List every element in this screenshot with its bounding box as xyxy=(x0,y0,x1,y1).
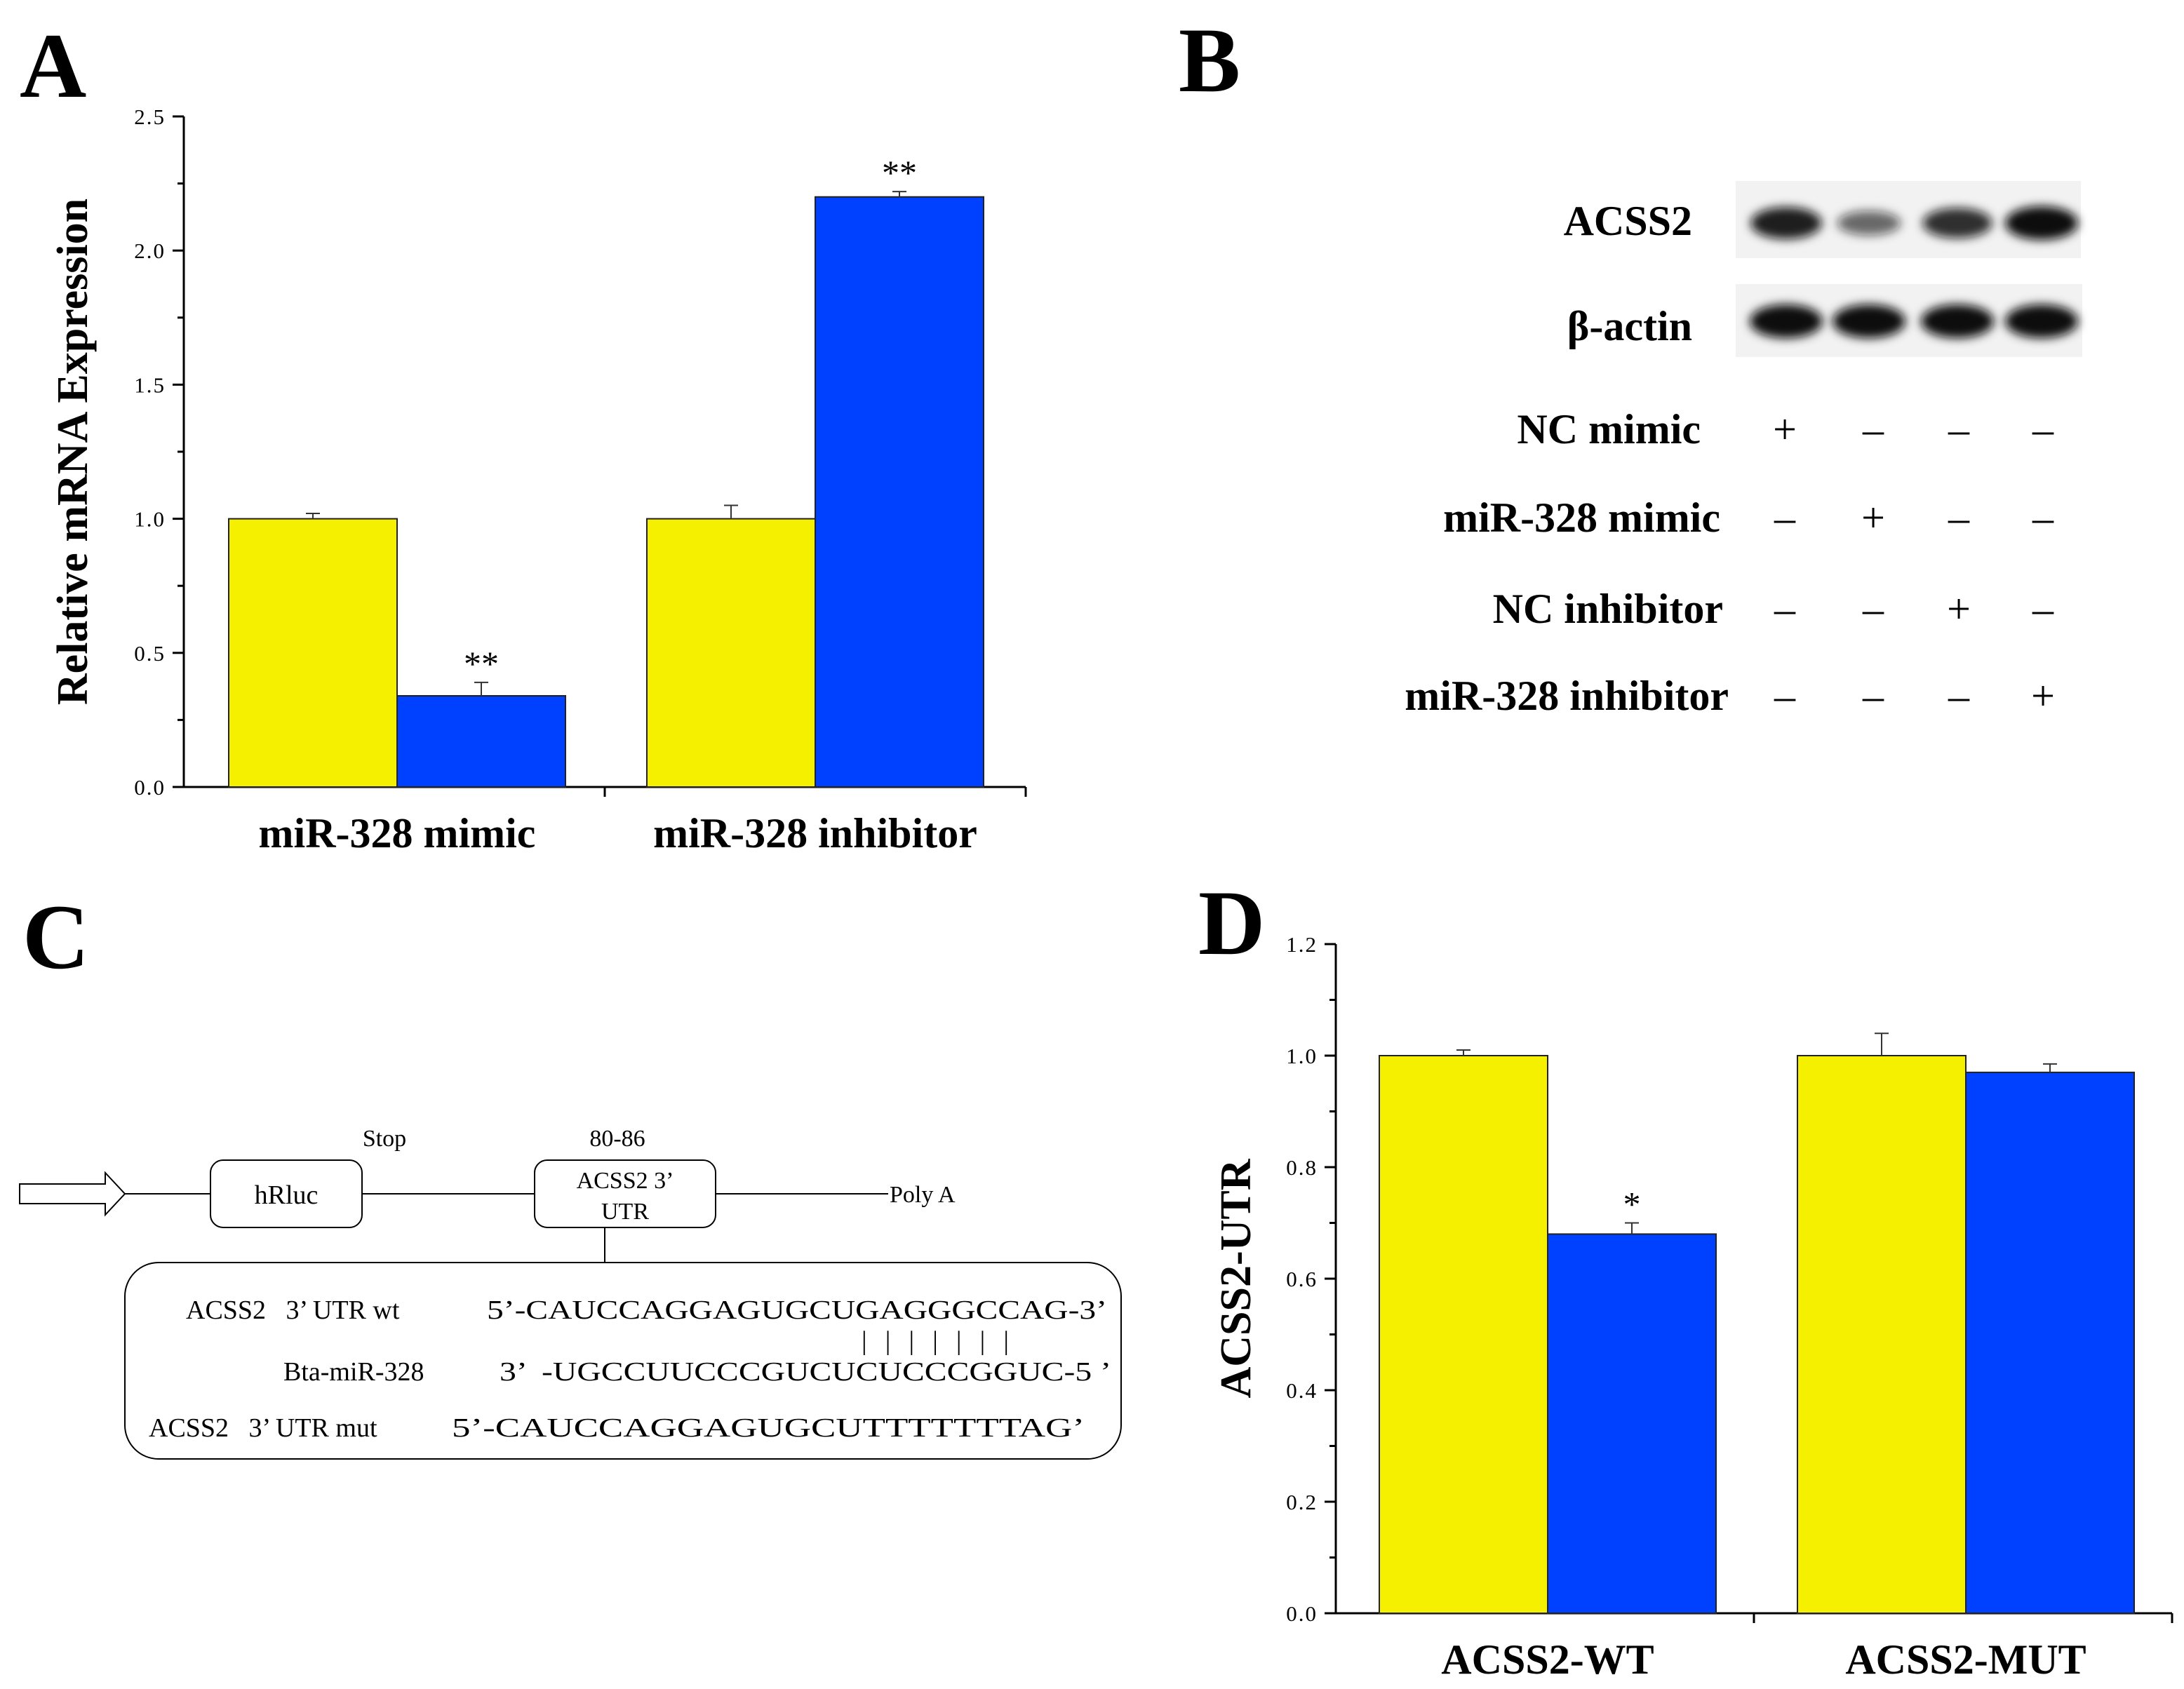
chart-a: 0.0 0.5 1.0 1.5 2.0 2.5 miR-328 mimic miR-328 i… xyxy=(49,105,1027,856)
blot-band xyxy=(1837,210,1901,236)
mut-label: ACSS2 3’ UTR mut xyxy=(149,1413,377,1443)
condition-sign: + xyxy=(1861,494,1885,541)
pairing-lines: | | | | | | | xyxy=(862,1326,1009,1356)
site-position-label: 80-86 xyxy=(589,1126,645,1152)
chart-d: 0.0 0.2 0.4 0.6 0.8 1.0 1.2 ACSS2-WT ACSS2-MUT * A… xyxy=(1212,932,2173,1683)
hrluc-label: hRluc xyxy=(255,1180,319,1210)
condition-sign: – xyxy=(2032,406,2054,452)
bar xyxy=(1797,1055,1967,1614)
significance-marker: ** xyxy=(882,153,917,192)
condition-label: miR-328 mimic xyxy=(1443,494,1720,541)
panel-letter-d: D xyxy=(1198,871,1265,974)
condition-sign: – xyxy=(2032,494,2054,541)
y-tick-label: 0.2 xyxy=(1286,1490,1318,1514)
y-tick-label: 0.5 xyxy=(134,641,166,666)
bar xyxy=(228,518,398,788)
y-tick-label: 0.4 xyxy=(1286,1378,1318,1403)
condition-sign: + xyxy=(1947,586,1971,632)
y-tick-label: 0.0 xyxy=(1286,1601,1318,1626)
y-tick-label: 2.5 xyxy=(134,105,166,129)
construct-diagram: hRluc Stop 80-86 ACSS2 3’ UTR Poly A ACS… xyxy=(19,1126,1122,1460)
blot-label-actin: β-actin xyxy=(1567,303,1692,349)
polya-label: Poly A xyxy=(890,1182,956,1208)
mir-label: Bta-miR-328 xyxy=(283,1357,424,1387)
blot-label-acss2: ACSS2 xyxy=(1564,198,1692,244)
category-label: ACSS2-MUT xyxy=(1845,1636,2086,1683)
bar xyxy=(396,694,566,788)
category-label: ACSS2-WT xyxy=(1441,1636,1654,1683)
wt-label: ACSS2 3’ UTR wt xyxy=(186,1296,400,1325)
condition-label: NC mimic xyxy=(1517,406,1701,452)
y-tick-label: 1.0 xyxy=(134,507,166,532)
y-tick-label: 2.0 xyxy=(134,238,166,263)
bar xyxy=(1547,1233,1717,1614)
condition-sign: – xyxy=(1948,673,1970,719)
blot-band xyxy=(2005,206,2078,240)
significance-marker: ** xyxy=(464,644,499,683)
condition-sign: – xyxy=(1948,406,1970,452)
western-blot: ACSS2 β-actin NC mimic + – – – miR-328 mimic –… xyxy=(1405,181,2082,719)
bar xyxy=(815,196,984,788)
panel-letter-c: C xyxy=(22,885,89,988)
mir-sequence: 3’ -UGCCUUCCCGUCUCUCCCGGUC-5 ’ xyxy=(500,1357,1111,1387)
mut-sequence: 5’-CAUCCAGGAGUGCUTTTTTTTAG’ xyxy=(452,1413,1085,1443)
condition-sign: – xyxy=(1774,494,1796,541)
category-label: miR-328 inhibitor xyxy=(653,810,977,856)
blot-band xyxy=(2005,304,2078,338)
condition-sign: – xyxy=(1862,586,1884,632)
stop-label: Stop xyxy=(363,1126,406,1152)
sequence-box xyxy=(124,1262,1122,1460)
bar xyxy=(1965,1071,2135,1614)
blot-band xyxy=(1833,304,1905,338)
y-axis-title: Relative mRNA Expression xyxy=(49,198,97,705)
y-tick-label: 0.0 xyxy=(134,775,166,800)
blot-bands xyxy=(1750,206,2078,338)
y-tick-label: 0.6 xyxy=(1286,1267,1318,1291)
condition-sign: – xyxy=(2032,586,2054,632)
utr-label-line1: ACSS2 3’ xyxy=(577,1168,674,1194)
panel-letter-b: B xyxy=(1179,8,1240,112)
wt-sequence: 5’-CAUCCAGGAGUGCUGAGGGCCAG-3’ xyxy=(487,1296,1107,1325)
utr-label-line2: UTR xyxy=(601,1199,649,1225)
condition-sign: – xyxy=(1862,406,1884,452)
bar xyxy=(646,518,816,788)
condition-sign: – xyxy=(1774,673,1796,719)
y-tick-label: 1.5 xyxy=(134,372,166,397)
y-tick-label: 1.0 xyxy=(1286,1044,1318,1068)
condition-sign: – xyxy=(1862,673,1884,719)
condition-sign: – xyxy=(1774,586,1796,632)
condition-sign: – xyxy=(1948,494,1970,541)
y-axis-title: ACSS2-UTR xyxy=(1212,1158,1260,1398)
blot-conditions: NC mimic + – – – miR-328 mimic – + – – NC inhibito… xyxy=(1405,406,2055,719)
condition-sign: + xyxy=(2031,673,2055,719)
promoter-arrow xyxy=(19,1171,126,1217)
condition-sign: + xyxy=(1773,406,1797,452)
blot-band xyxy=(1921,304,1994,338)
blot-band xyxy=(1922,208,1992,238)
y-tick-label: 1.2 xyxy=(1286,932,1318,957)
condition-label: NC inhibitor xyxy=(1493,586,1723,632)
category-label: miR-328 mimic xyxy=(259,810,536,856)
condition-label: miR-328 inhibitor xyxy=(1405,673,1729,719)
bar xyxy=(1379,1055,1548,1614)
significance-marker: * xyxy=(1623,1185,1641,1224)
y-tick-label: 0.8 xyxy=(1286,1155,1318,1180)
blot-band xyxy=(1750,304,1823,338)
panel-letter-a: A xyxy=(20,14,86,117)
blot-band xyxy=(1750,207,1822,239)
